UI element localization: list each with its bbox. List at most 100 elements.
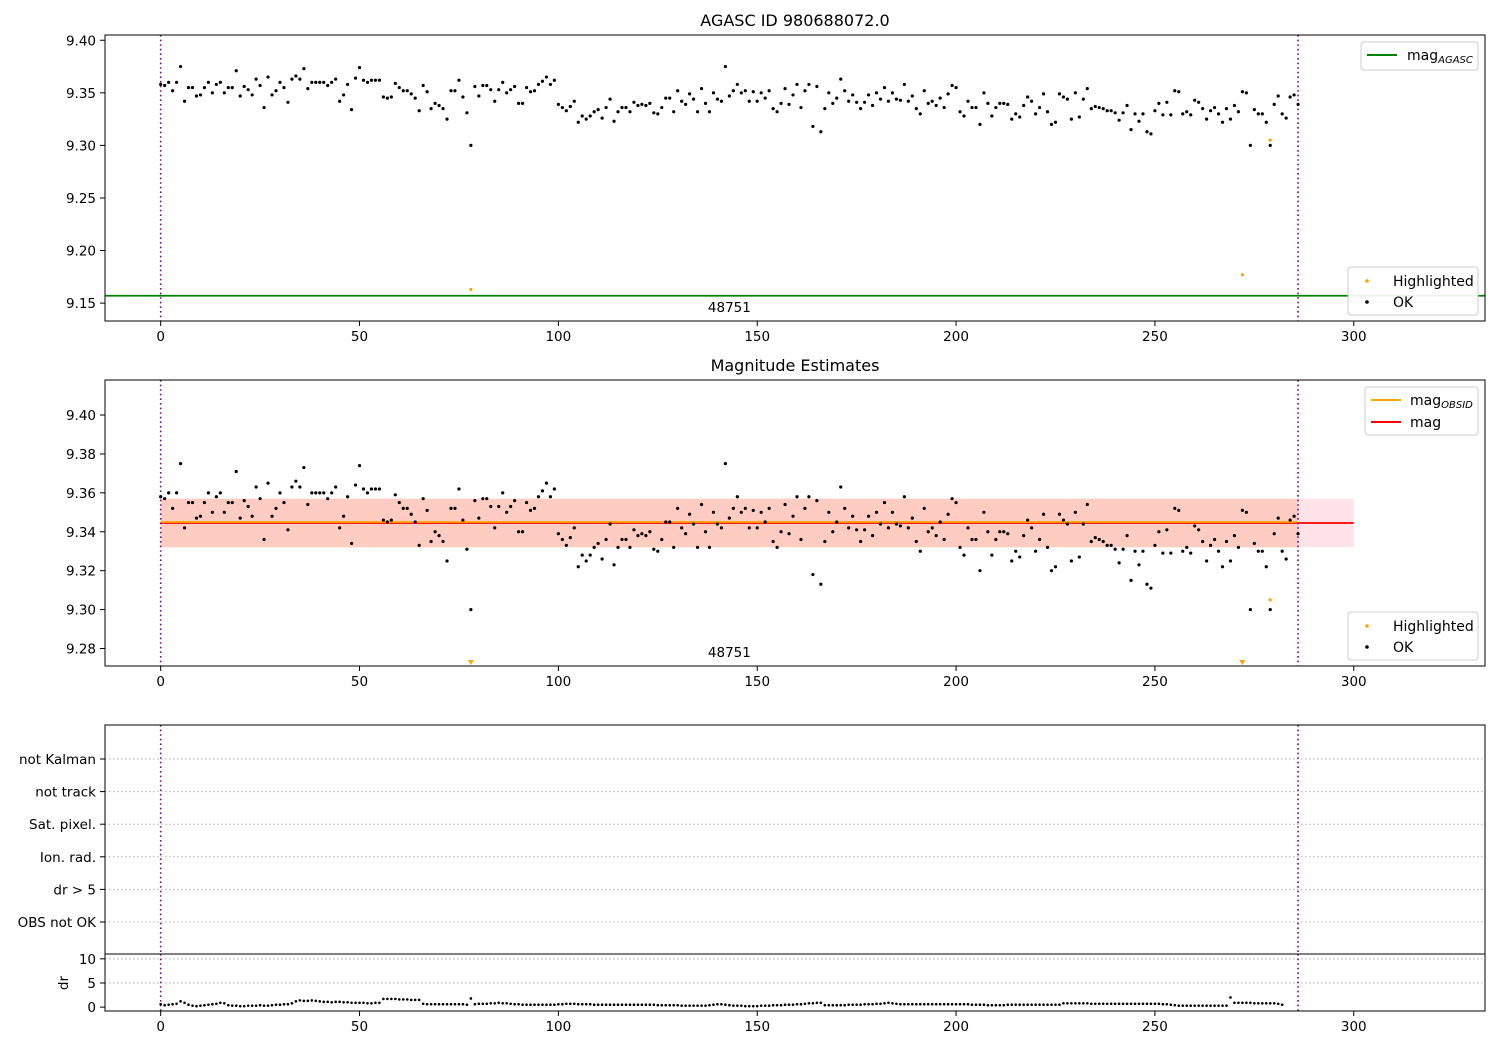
ok-point <box>775 545 779 549</box>
dr-point <box>457 1002 461 1006</box>
ok-point <box>353 76 358 80</box>
dr-point <box>855 1003 858 1007</box>
dr-point <box>1161 1002 1165 1006</box>
dr-point <box>958 1002 962 1006</box>
ok-point <box>636 534 640 538</box>
dr-point <box>835 1003 839 1007</box>
dr-point <box>1034 1003 1037 1007</box>
estimates-legend-lower: Highlighted OK <box>1347 611 1479 661</box>
dr-point <box>1093 1002 1097 1006</box>
ok-point <box>1065 522 1070 526</box>
ok-point <box>572 526 576 530</box>
ok-point <box>342 514 346 518</box>
ok-point <box>1113 111 1117 115</box>
ok-point <box>485 497 489 501</box>
ok-point <box>1026 95 1030 99</box>
ok-point <box>600 116 604 120</box>
dr-point <box>167 1003 170 1007</box>
ok-point <box>461 518 465 522</box>
ok-point <box>1077 555 1081 559</box>
ok-point <box>206 80 211 84</box>
ok-point <box>926 101 930 105</box>
ok-point <box>1141 549 1145 553</box>
ok-point <box>584 117 588 121</box>
ok-point <box>290 485 294 489</box>
ok-point <box>1181 112 1185 116</box>
ok-point <box>886 99 891 103</box>
dr-point <box>1022 1003 1025 1007</box>
ok-point <box>198 514 203 518</box>
ok-point <box>349 541 354 546</box>
dr-point <box>1193 1004 1196 1007</box>
ok-point <box>688 512 692 516</box>
ok-point <box>942 537 946 542</box>
dr-point <box>1002 1003 1006 1007</box>
ok-point <box>707 545 712 549</box>
ok-point <box>214 495 218 499</box>
ok-point <box>1268 607 1272 612</box>
ok-point <box>823 107 827 111</box>
dr-point <box>557 1002 560 1006</box>
ok-point <box>676 506 680 511</box>
ok-point <box>405 89 409 93</box>
dr-point <box>755 1004 759 1008</box>
ok-point <box>294 479 298 483</box>
ok-point <box>787 532 791 536</box>
ok-point <box>1296 532 1300 536</box>
ok-point <box>592 110 596 114</box>
dr-point <box>286 1002 290 1006</box>
dr-point <box>525 1003 528 1007</box>
agasc-plot-frame <box>104 34 1486 322</box>
ok-point <box>914 107 918 111</box>
ok-point <box>517 101 521 105</box>
x-tick-label: 250 <box>1142 329 1168 345</box>
ok-point <box>1276 94 1280 98</box>
dr-point <box>716 1002 719 1006</box>
dr-point <box>437 1002 441 1006</box>
dr-point <box>159 1002 162 1006</box>
agasc-axes: 0 50 100 150 200 250 300 9.15 9.20 9.25 9.30 9.35 9.… <box>66 33 1367 345</box>
dr-point <box>421 1002 425 1006</box>
ok-point <box>906 526 910 530</box>
ok-point <box>680 99 684 103</box>
ok-point <box>612 119 616 123</box>
magnitude-estimates-panel: Magnitude Estimates 0 50 100 150 200 250 300 9.… <box>66 356 1486 690</box>
ok-point <box>751 90 755 94</box>
ok-point <box>373 78 378 82</box>
ok-point <box>668 520 672 524</box>
ok-point <box>234 69 238 73</box>
ok-point <box>950 497 954 501</box>
ok-point <box>568 535 572 540</box>
ok-point <box>501 491 505 495</box>
ok-point <box>1173 89 1177 93</box>
ok-point <box>489 88 493 92</box>
ok-point <box>1125 534 1129 538</box>
ok-point <box>302 465 306 470</box>
ok-point <box>715 97 720 101</box>
dr-point <box>779 1003 783 1007</box>
highlighted-point <box>1268 138 1272 142</box>
ok-point <box>1037 537 1042 542</box>
ok-point <box>644 103 648 108</box>
dr-point <box>899 1002 902 1006</box>
x-tick-label: 200 <box>943 1019 969 1035</box>
dr-point <box>688 1004 691 1007</box>
dr-point <box>278 1003 282 1007</box>
x-tick-label: 150 <box>744 1019 770 1035</box>
dr-point <box>183 1001 186 1005</box>
ok-point <box>326 497 330 501</box>
ok-point <box>1153 543 1157 547</box>
ok-point <box>568 104 572 109</box>
ok-point <box>389 95 393 99</box>
ok-point <box>421 83 425 88</box>
ok-point <box>811 572 815 577</box>
ok-point <box>513 84 517 89</box>
ok-point <box>473 84 477 89</box>
ok-point <box>795 495 799 499</box>
dr-point <box>648 1003 652 1007</box>
ok-point <box>934 103 938 108</box>
ok-point <box>377 487 382 491</box>
estimates-axes: 0 50 100 150 200 250 300 9.28 9.30 9.32 9.34 9.36 9.… <box>66 408 1367 690</box>
dr-point <box>318 1000 322 1003</box>
dr-point <box>561 1002 564 1006</box>
